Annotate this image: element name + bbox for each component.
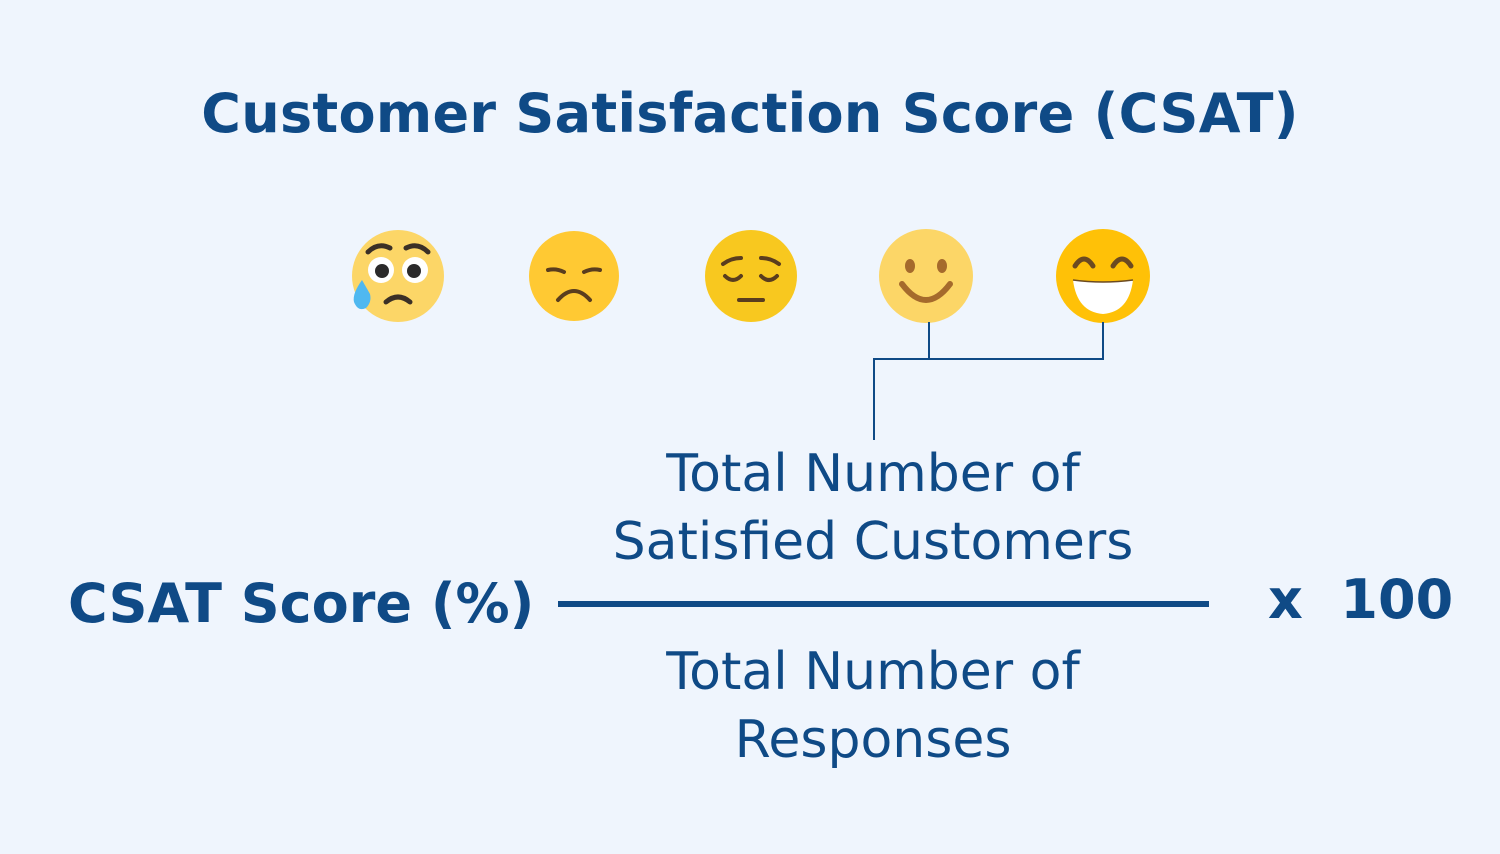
pensive-face-icon <box>703 228 799 324</box>
page-title: Customer Satisfaction Score (CSAT) <box>201 82 1299 145</box>
denominator: Total Number of Responses <box>558 638 1188 774</box>
multiplier-label: x 100 <box>1268 568 1454 631</box>
csat-score-label: CSAT Score (%) <box>68 572 535 635</box>
numerator: Total Number of Satisfied Customers <box>558 440 1188 576</box>
denominator-line-1: Total Number of <box>666 642 1080 702</box>
numerator-line-2: Satisfied Customers <box>612 512 1134 572</box>
numerator-line-1: Total Number of <box>666 444 1080 504</box>
disappointed-face-icon <box>526 228 622 324</box>
fraction-bar <box>558 601 1209 607</box>
sad-tear-face-icon <box>350 228 446 324</box>
denominator-line-2: Responses <box>734 710 1012 770</box>
smiling-face-icon <box>878 228 974 324</box>
grinning-face-icon <box>1055 228 1151 324</box>
